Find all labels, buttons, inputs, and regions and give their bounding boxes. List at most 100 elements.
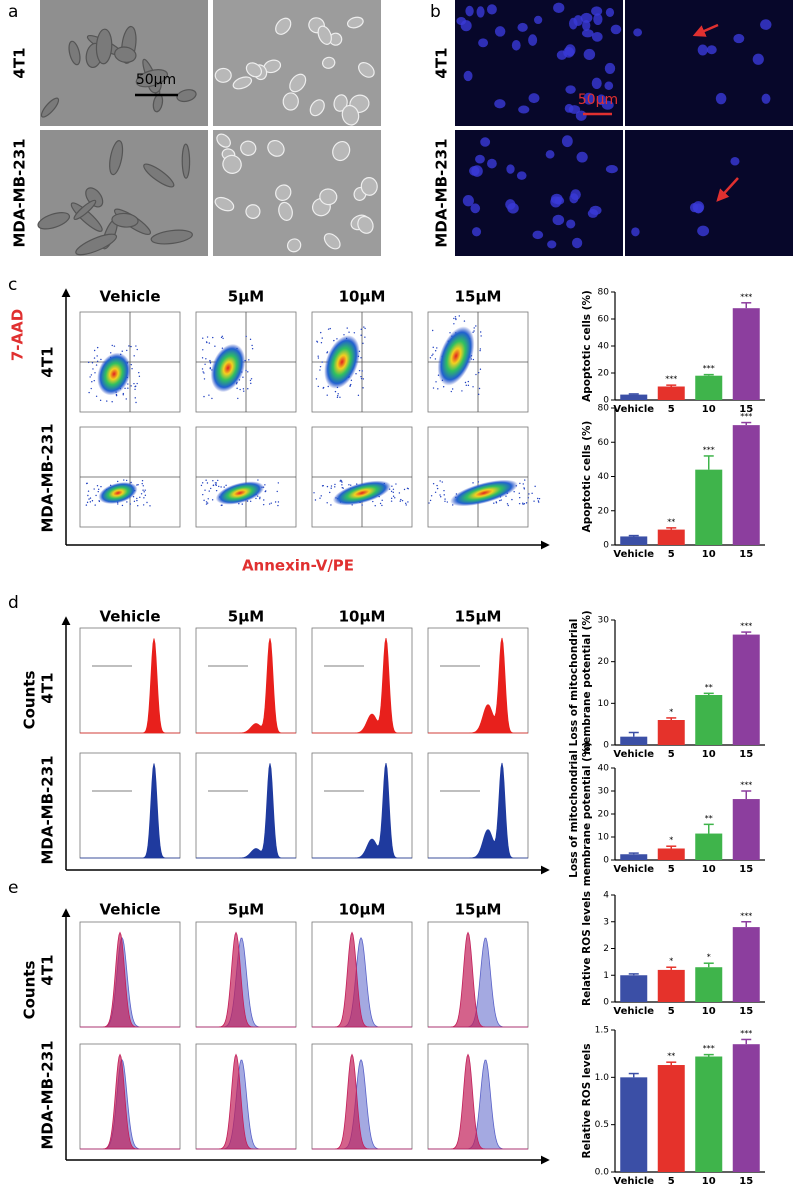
- event: [450, 390, 453, 393]
- y-tick-label: 2: [603, 944, 609, 954]
- event: [493, 502, 495, 504]
- panel-label: c: [8, 275, 17, 295]
- event: [204, 363, 206, 365]
- histogram: [428, 637, 528, 734]
- event: [538, 497, 541, 500]
- nucleus: [697, 44, 708, 56]
- significance: ***: [703, 445, 715, 454]
- nucleus: [547, 240, 557, 249]
- cell: [323, 233, 341, 250]
- cell: [214, 196, 235, 212]
- plot-frame: [79, 752, 181, 859]
- event: [348, 331, 350, 333]
- nucleus: [534, 15, 543, 25]
- significance: ***: [740, 292, 752, 301]
- axis-title: Counts: [21, 671, 39, 730]
- fluorescence-image: [625, 130, 793, 256]
- event: [477, 481, 480, 483]
- event: [319, 369, 321, 371]
- nucleus: [575, 110, 587, 121]
- event: [146, 501, 148, 504]
- y-tick-label: 10: [598, 699, 610, 709]
- cell: [267, 139, 285, 157]
- cell: [357, 215, 374, 234]
- nucleus: [532, 230, 544, 240]
- event: [144, 494, 147, 497]
- event: [429, 499, 432, 502]
- event: [399, 500, 401, 502]
- event: [277, 504, 279, 507]
- y-tick-label: 80: [598, 288, 610, 298]
- scatter-plot: [311, 311, 413, 413]
- y-tick-label: 0.5: [595, 1120, 609, 1130]
- significance: ***: [740, 911, 752, 920]
- cell: [275, 184, 292, 201]
- scatter-plot: [311, 426, 413, 528]
- nucleus: [604, 81, 614, 91]
- event: [249, 379, 252, 382]
- nucleus: [507, 202, 519, 214]
- bar-chart: 0 10 20 30 Vehicle * 5 ** 10 *** 15 Loss of mitocho…: [568, 610, 765, 760]
- event: [142, 485, 144, 487]
- y-tick-label: 0: [603, 741, 609, 751]
- event: [135, 345, 137, 347]
- event: [444, 498, 446, 500]
- cell: [114, 46, 137, 63]
- event: [126, 349, 128, 352]
- y-axis-title: membrane potential (%): [581, 610, 593, 754]
- cell: [37, 212, 71, 230]
- event: [429, 357, 432, 359]
- event: [321, 361, 323, 363]
- bar: [695, 1056, 723, 1172]
- event: [115, 393, 118, 396]
- x-tick-label: Vehicle: [613, 1176, 654, 1187]
- x-tick-label: 5: [668, 404, 675, 415]
- event: [125, 398, 127, 400]
- phase-image: [213, 130, 381, 256]
- row-label: 4T1: [39, 672, 57, 703]
- event: [88, 498, 90, 500]
- column-title: Vehicle: [100, 608, 161, 626]
- event: [222, 337, 224, 340]
- x-tick-label: Vehicle: [613, 749, 654, 760]
- density: [98, 482, 138, 504]
- event: [202, 337, 204, 339]
- event: [241, 503, 243, 505]
- event: [538, 501, 540, 503]
- event: [215, 484, 217, 487]
- bar: [695, 833, 723, 860]
- event: [511, 498, 513, 501]
- y-axis-title: Relative ROS levels: [581, 1044, 593, 1159]
- cell: [333, 94, 348, 112]
- event: [363, 326, 365, 328]
- event: [444, 500, 446, 503]
- event: [136, 348, 138, 351]
- x-tick-label: 5: [668, 1176, 675, 1187]
- event: [453, 317, 455, 320]
- event: [276, 490, 278, 493]
- cell: [317, 25, 332, 45]
- event: [268, 503, 271, 505]
- cell: [245, 204, 261, 219]
- cell: [135, 69, 169, 88]
- histogram-plot: [427, 627, 529, 734]
- event: [122, 394, 124, 396]
- row-label: MDA-MB-231: [11, 138, 29, 247]
- event: [401, 499, 404, 502]
- nucleus: [506, 164, 515, 174]
- event: [123, 479, 125, 481]
- event: [432, 346, 434, 349]
- event: [208, 490, 210, 492]
- event: [242, 376, 244, 378]
- event: [519, 482, 521, 485]
- x-tick-label: Vehicle: [613, 864, 654, 875]
- plot-frame: [79, 627, 181, 734]
- image-background: [625, 0, 793, 126]
- cell: [360, 177, 378, 196]
- event: [464, 381, 467, 384]
- column-title: 10μM: [339, 901, 386, 919]
- event: [317, 357, 320, 359]
- significance: **: [667, 1052, 675, 1061]
- event: [361, 504, 363, 506]
